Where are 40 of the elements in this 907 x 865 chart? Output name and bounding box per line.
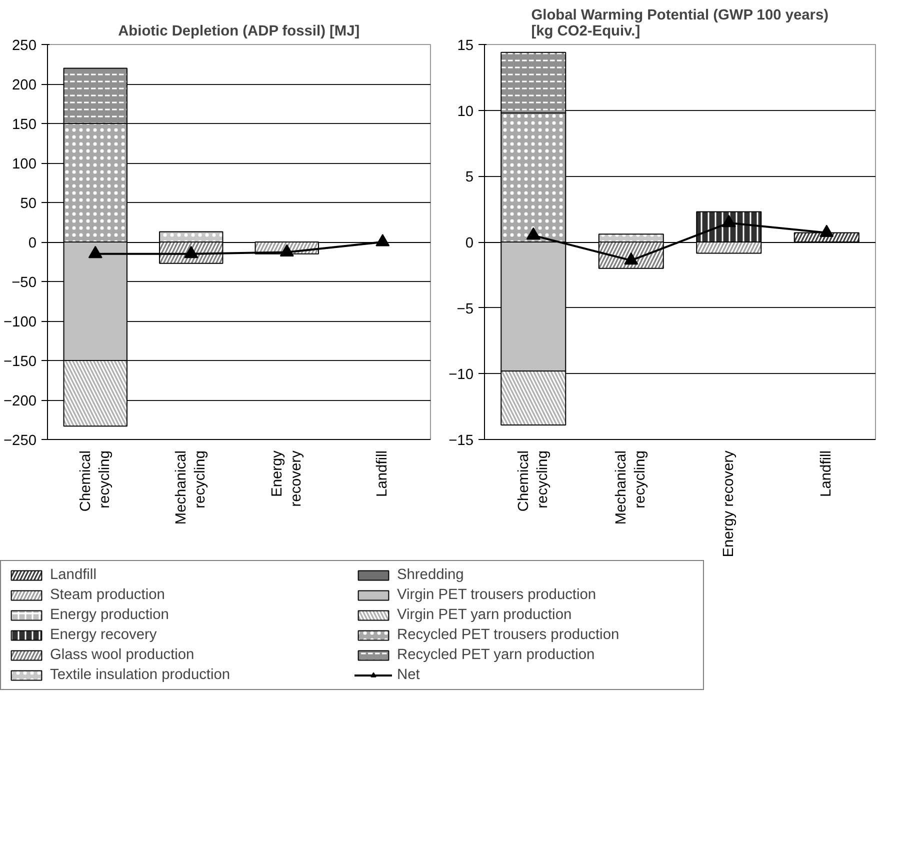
legend-label: Virgin PET trousers production: [397, 587, 598, 603]
y-tick-label: 50: [20, 196, 37, 212]
x-tick-label: Mechanical recycling: [174, 450, 209, 525]
x-tick-label: Chemical recycling: [516, 450, 551, 512]
y-tick-label: −50: [12, 275, 37, 291]
legend-label: Recycled PET trousers production: [397, 627, 620, 643]
chart-title: Abiotic Depletion (ADP fossil) [MJ]: [118, 24, 360, 40]
y-tick-label: −15: [448, 433, 474, 449]
y-tick-label: −200: [3, 394, 37, 410]
y-tick-label: −5: [456, 301, 474, 318]
x-tick-label: Landfill: [818, 450, 835, 497]
y-tick-label: 10: [457, 104, 474, 120]
y-tick-label: −250: [3, 433, 37, 449]
y-tick-label: 15: [457, 38, 474, 54]
x-tick-label: Mechanical recycling: [614, 450, 649, 525]
legend-label: Recycled PET yarn production: [397, 647, 596, 663]
y-tick-label: 5: [465, 170, 474, 186]
y-tick-label: −150: [3, 354, 37, 370]
y-tick-label: 200: [12, 78, 37, 94]
legend-label: Steam production: [50, 587, 166, 603]
legend-label: Virgin PET yarn production: [397, 607, 573, 623]
y-tick-label: −100: [3, 314, 37, 330]
legend-label: Energy production: [50, 607, 170, 623]
legend-label: Glass wool production: [50, 647, 196, 663]
y-tick-label: 250: [12, 38, 37, 54]
legend-label: Energy recovery: [50, 627, 158, 643]
chart-title: Global Warming Potential (GWP 100 years) [kg CO2-Equiv.]: [531, 8, 829, 40]
y-tick-label: 150: [12, 117, 37, 133]
y-tick-label: 0: [28, 236, 37, 252]
y-tick-label: 100: [12, 156, 37, 172]
legend-label: Shredding: [397, 567, 465, 583]
x-tick-label: Chemical recycling: [78, 450, 113, 512]
y-tick-label: 0: [465, 236, 474, 252]
legend-label: Textile insulation production: [50, 667, 232, 683]
x-tick-label: Energy recovery: [720, 450, 737, 558]
y-tick-label: −10: [448, 367, 474, 384]
x-tick-label: Landfill: [374, 450, 391, 497]
x-tick-label: Energy recovery: [269, 450, 304, 507]
legend-label: Net: [397, 667, 421, 683]
legend-label: Landfill: [50, 567, 98, 583]
